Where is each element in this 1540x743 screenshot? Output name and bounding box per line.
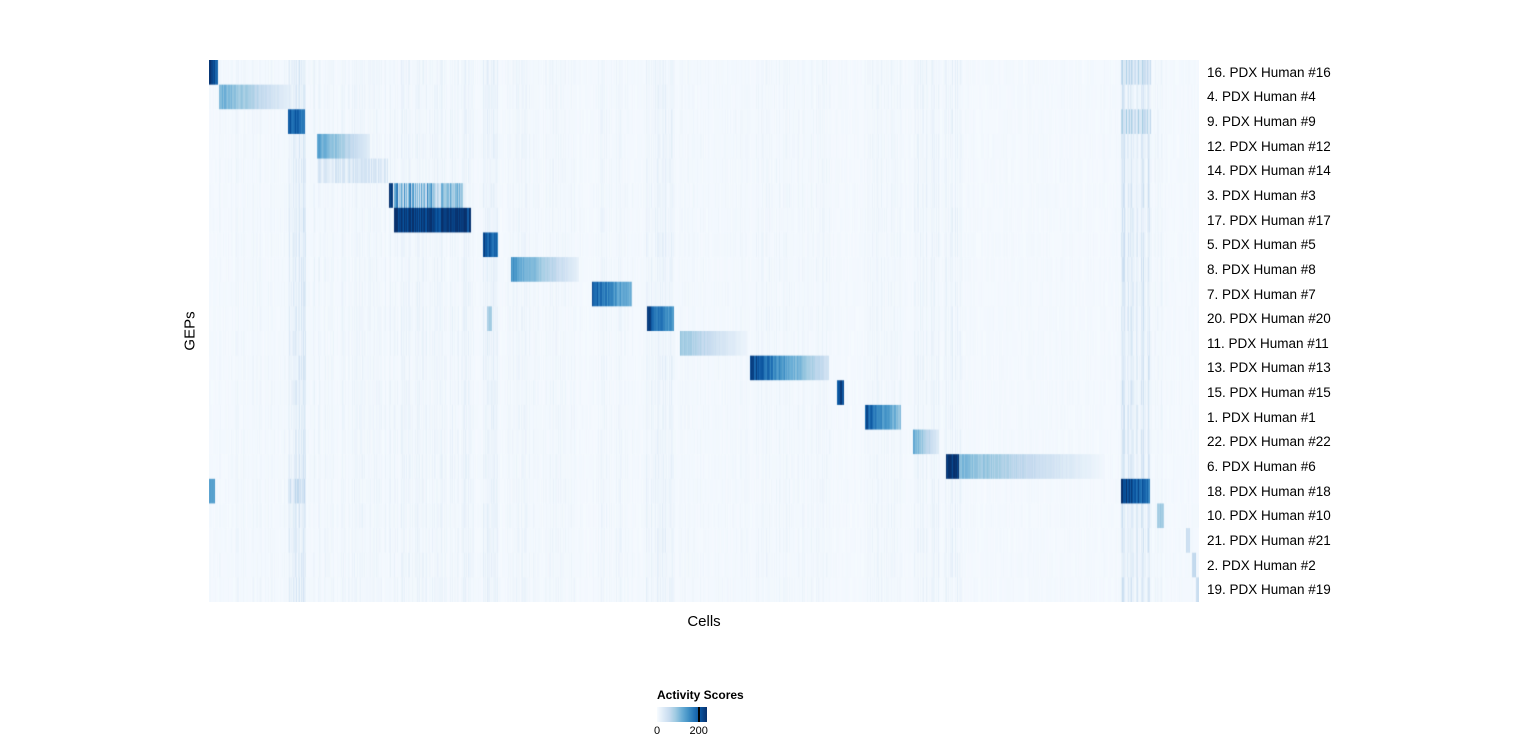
row-label: 10. PDX Human #10 [1207,508,1331,524]
row-label: 16. PDX Human #16 [1207,64,1331,80]
row-label: 7. PDX Human #7 [1207,286,1316,302]
row-label: 3. PDX Human #3 [1207,187,1316,203]
row-label: 20. PDX Human #20 [1207,311,1331,327]
heatmap-canvas [209,60,1199,602]
x-axis-label: Cells [687,613,721,630]
legend-tick-mark-200 [697,707,700,722]
legend-title: Activity Scores [657,688,744,702]
row-label: 9. PDX Human #9 [1207,114,1316,130]
legend: Activity Scores 0 200 [653,688,817,743]
row-label: 17. PDX Human #17 [1207,212,1331,228]
row-label: 6. PDX Human #6 [1207,458,1316,474]
row-label: 22. PDX Human #22 [1207,434,1331,450]
legend-tick-0: 0 [653,725,661,737]
row-label: 12. PDX Human #12 [1207,138,1331,154]
row-label: 1. PDX Human #1 [1207,409,1316,425]
row-label: 19. PDX Human #19 [1207,582,1331,598]
legend-colorbar [657,707,707,722]
row-label: 15. PDX Human #15 [1207,385,1331,401]
row-label: 2. PDX Human #2 [1207,557,1316,573]
row-label: 11. PDX Human #11 [1207,335,1329,351]
row-label: 8. PDX Human #8 [1207,261,1316,277]
row-label: 4. PDX Human #4 [1207,89,1316,105]
row-label-list: 16. PDX Human #16 4. PDX Human #4 9. PDX H… [1207,60,1527,602]
row-label: 5. PDX Human #5 [1207,237,1316,253]
y-axis-label: GEPs [181,311,199,351]
row-label: 14. PDX Human #14 [1207,163,1331,179]
legend-tick-200: 200 [689,725,708,737]
row-label: 18. PDX Human #18 [1207,483,1331,499]
row-label: 21. PDX Human #21 [1207,532,1331,548]
row-label: 13. PDX Human #13 [1207,360,1331,376]
